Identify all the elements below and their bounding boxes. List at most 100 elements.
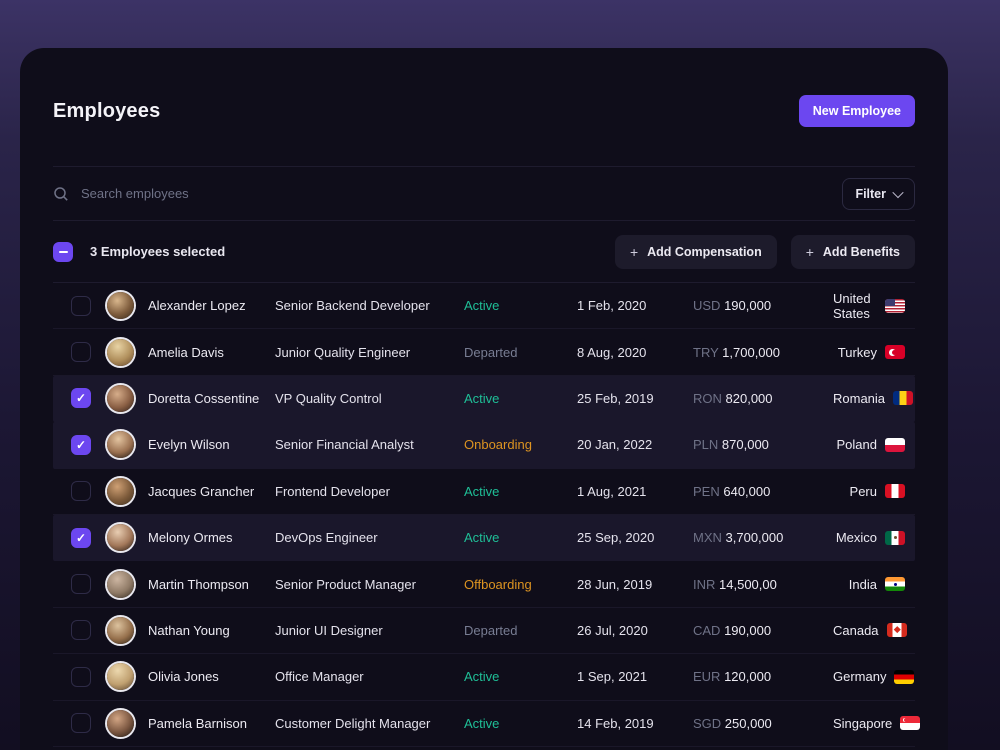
row-checkbox[interactable] <box>71 527 91 548</box>
country-name: Canada <box>833 622 879 638</box>
employee-name: Melony Ormes <box>148 530 233 546</box>
country-flag-icon <box>885 530 905 545</box>
start-date: 8 Aug, 2020 <box>577 344 647 360</box>
salary: TRY 1,700,000 <box>693 345 833 360</box>
table-row[interactable]: Martin Thompson Senior Product Manager O… <box>53 561 915 608</box>
currency-code: MXN <box>693 530 722 546</box>
country-flag-icon <box>894 669 915 684</box>
avatar <box>107 477 134 505</box>
salary: USD 190,000 <box>693 298 833 313</box>
selection-actions: + Add Compensation + Add Benefits <box>614 234 915 269</box>
country-flag-icon <box>900 716 921 731</box>
add-compensation-button[interactable]: + Add Compensation <box>614 234 777 269</box>
salary: PLN 870,000 <box>693 437 833 452</box>
currency-code: EUR <box>693 669 721 685</box>
top-gradient-bar <box>0 0 1000 48</box>
currency-code: RON <box>693 390 722 406</box>
selection-bar: 3 Employees selected + Add Compensation … <box>53 221 915 283</box>
salary: RON 820,000 <box>693 391 833 406</box>
filter-button[interactable]: Filter <box>842 177 915 210</box>
country-name: United States <box>833 290 871 321</box>
search-row: Filter <box>53 166 915 221</box>
status-badge: Departed <box>464 344 518 360</box>
country-name: Peru <box>849 483 877 499</box>
avatar <box>107 570 134 598</box>
search-input[interactable] <box>81 186 831 201</box>
salary: SGD 250,000 <box>693 716 833 731</box>
row-checkbox[interactable] <box>71 620 91 641</box>
country-name: Poland <box>836 437 877 453</box>
employee-job-title: Junior Quality Engineer <box>275 344 411 360</box>
avatar <box>107 338 134 366</box>
currency-code: INR <box>693 576 716 592</box>
avatar <box>107 384 134 412</box>
add-benefits-button[interactable]: + Add Benefits <box>790 234 915 269</box>
employee-name: Amelia Davis <box>148 344 224 360</box>
select-all-checkbox[interactable] <box>53 241 73 262</box>
chevron-down-icon <box>892 186 904 198</box>
row-checkbox[interactable] <box>71 666 91 687</box>
country-cell: Peru <box>833 484 905 499</box>
table-row[interactable]: Pamela Barnison Customer Delight Manager… <box>53 701 921 747</box>
table-row[interactable]: Jacques Grancher Frontend Developer Acti… <box>53 469 915 515</box>
employee-job-title: Senior Product Manager <box>275 576 416 592</box>
employee-name: Alexander Lopez <box>148 298 246 314</box>
start-date: 25 Sep, 2020 <box>577 530 655 546</box>
row-checkbox[interactable] <box>71 295 91 316</box>
employee-job-title: Frontend Developer <box>275 483 390 499</box>
avatar <box>107 292 134 320</box>
country-name: Germany <box>833 669 887 685</box>
table-row[interactable]: Nathan Young Junior UI Designer Departed… <box>53 608 915 655</box>
status-badge: Active <box>464 530 500 546</box>
employee-job-title: Office Manager <box>275 669 364 685</box>
country-cell: Singapore <box>833 716 921 731</box>
table-row[interactable]: Evelyn Wilson Senior Financial Analyst O… <box>53 422 915 469</box>
table-row[interactable]: Amelia Davis Junior Quality Engineer Dep… <box>53 329 915 376</box>
status-badge: Active <box>464 390 500 406</box>
country-name: Mexico <box>835 530 877 546</box>
table-row[interactable]: Alexander Lopez Senior Backend Developer… <box>53 283 915 330</box>
row-checkbox[interactable] <box>71 481 91 502</box>
country-flag-icon <box>885 484 905 499</box>
currency-code: SGD <box>693 715 722 731</box>
country-flag-icon <box>893 391 914 406</box>
table-row[interactable]: Melony Ormes DevOps Engineer Active 25 S… <box>53 514 915 562</box>
salary: PEN 640,000 <box>693 484 833 499</box>
currency-code: USD <box>693 298 721 314</box>
currency-code: TRY <box>693 344 719 360</box>
country-cell: Turkey <box>833 345 905 360</box>
currency-code: CAD <box>693 622 721 638</box>
status-badge: Onboarding <box>464 437 532 453</box>
page-title: Employees <box>53 99 161 122</box>
row-checkbox[interactable] <box>71 713 91 734</box>
country-name: Romania <box>833 390 886 406</box>
salary-amount: 250,000 <box>724 715 772 731</box>
salary-amount: 870,000 <box>721 437 769 453</box>
employee-job-title: Junior UI Designer <box>275 622 383 638</box>
employee-name: Martin Thompson <box>148 576 249 592</box>
row-checkbox[interactable] <box>71 342 91 363</box>
country-cell: Romania <box>833 390 914 406</box>
table-row[interactable]: Doretta Cossentine VP Quality Control Ac… <box>53 375 915 423</box>
start-date: 14 Feb, 2019 <box>577 715 654 731</box>
row-checkbox[interactable] <box>71 574 91 595</box>
table-row[interactable]: Olivia Jones Office Manager Active 1 Sep… <box>53 654 915 701</box>
employee-name: Doretta Cossentine <box>148 390 260 406</box>
selection-count-label: 3 Employees selected <box>90 244 226 259</box>
avatar <box>107 663 134 691</box>
plus-icon: + <box>629 243 639 260</box>
new-employee-button[interactable]: New Employee <box>798 95 915 127</box>
row-checkbox[interactable] <box>71 434 91 455</box>
employee-name: Pamela Barnison <box>148 715 247 731</box>
salary: CAD 190,000 <box>693 623 833 638</box>
country-cell: United States <box>833 291 905 321</box>
currency-code: PLN <box>693 437 719 453</box>
employee-job-title: Customer Delight Manager <box>275 715 431 731</box>
country-flag-icon <box>886 623 907 638</box>
avatar <box>107 431 134 459</box>
employee-name: Olivia Jones <box>148 669 219 685</box>
country-cell: Canada <box>833 623 907 638</box>
status-badge: Active <box>464 669 500 685</box>
salary-amount: 1,700,000 <box>722 344 780 360</box>
row-checkbox[interactable] <box>71 388 91 409</box>
